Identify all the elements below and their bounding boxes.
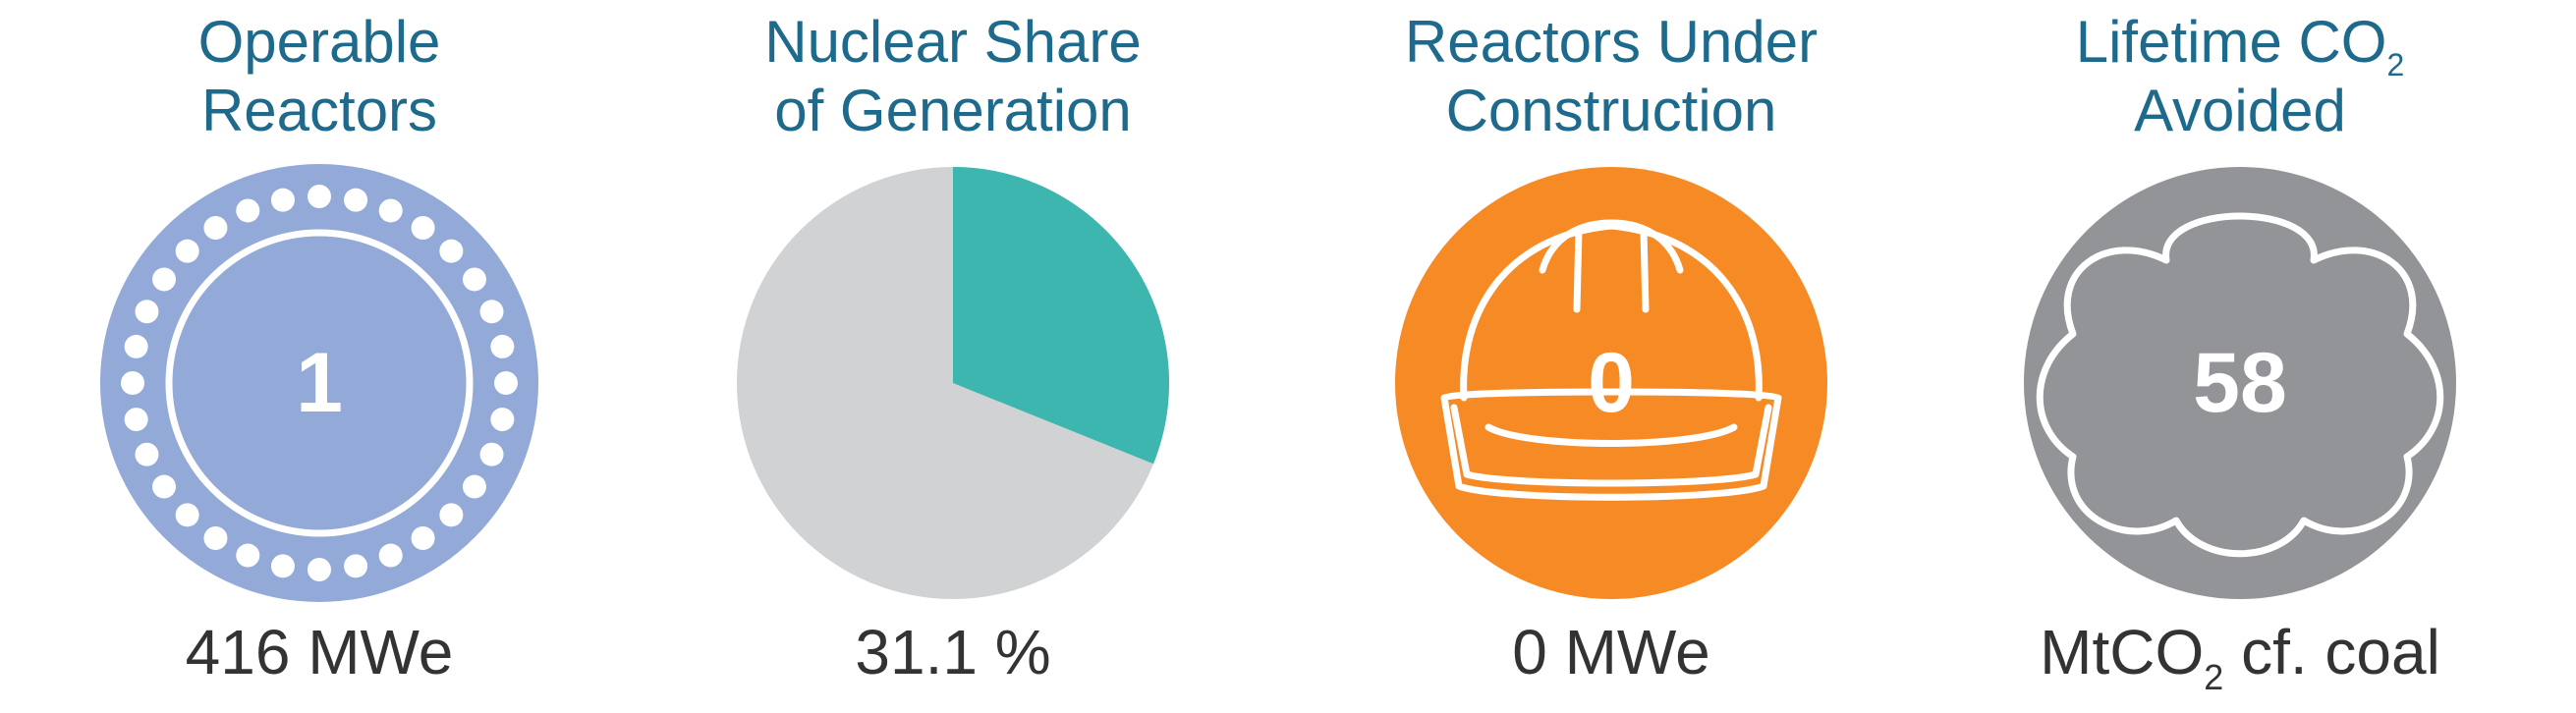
reactor-dot — [490, 408, 515, 432]
reactor-dot — [494, 371, 518, 395]
nuclear-share-title-line2: of Generation — [774, 78, 1132, 143]
reactor-dot — [124, 408, 148, 432]
co2-avoided-card: Lifetime CO2 Avoided 58 MtCO2 cf. coal — [1926, 0, 2554, 713]
construction-count: 0 — [1588, 336, 1635, 430]
operable-reactors-capacity: 416 MWe — [185, 617, 454, 687]
co2-caption: MtCO2 cf. coal — [1926, 615, 2554, 695]
construction-card: Reactors Under Construction 0 0 MWe — [1297, 0, 1926, 713]
co2-circle — [2024, 167, 2456, 599]
co2-title: Lifetime CO2 Avoided — [1926, 8, 2554, 145]
co2-caption-suffix: cf. coal — [2223, 617, 2440, 687]
reactor-dot — [378, 543, 403, 568]
reactor-dot — [135, 442, 159, 466]
reactor-dot — [462, 267, 486, 292]
operable-reactors-title: Operable Reactors — [5, 8, 634, 145]
reactor-dot — [479, 300, 504, 324]
reactor-dot — [439, 239, 464, 263]
reactor-dot — [411, 216, 435, 241]
reactor-dot — [175, 239, 199, 263]
reactor-inner-ring — [165, 229, 474, 537]
reactor-dot — [152, 267, 177, 292]
reactor-dot — [121, 371, 144, 395]
co2-title-line1: Lifetime CO2 — [1926, 8, 2554, 81]
reactor-dot — [124, 334, 148, 358]
operable-reactors-title-line2: Reactors — [200, 78, 438, 143]
reactor-dot — [308, 558, 331, 581]
reactor-dot — [203, 525, 228, 550]
reactor-dot — [462, 474, 486, 499]
co2-caption-subscript: 2 — [2204, 657, 2224, 697]
reactor-outer-circle — [100, 164, 538, 602]
nuclear-share-pie — [732, 162, 1174, 604]
operable-reactors-count: 1 — [296, 336, 343, 430]
construction-capacity: 0 MWe — [1512, 617, 1710, 687]
reactor-dot — [378, 198, 403, 223]
reactor-dot — [175, 503, 199, 527]
reactor-dot — [135, 300, 159, 324]
reactor-dot — [344, 188, 368, 212]
reactor-dot — [203, 216, 228, 241]
co2-title-subscript: 2 — [2386, 47, 2405, 82]
hard-hat-icon — [1390, 162, 1832, 604]
reactor-dot — [344, 554, 368, 578]
reactor-dot — [236, 198, 260, 223]
nuclear-share-card: Nuclear Share of Generation 31.1 % — [639, 0, 1267, 713]
reactor-dot — [411, 525, 435, 550]
pie-slice-nuclear — [953, 167, 1170, 465]
nuclear-share-value: 31.1 % — [855, 617, 1051, 687]
reactor-dot — [308, 185, 331, 208]
construction-title: Reactors Under Construction — [1297, 8, 1926, 145]
reactor-core-icon — [98, 162, 540, 604]
construction-title-line2: Construction — [1445, 78, 1777, 143]
reactor-dot — [479, 442, 504, 466]
co2-value: 58 — [2193, 336, 2287, 430]
reactor-dot — [490, 334, 515, 358]
reactor-dot — [236, 543, 260, 568]
operable-reactors-title-line1: Operable — [197, 9, 441, 75]
co2-caption-text: MtCO — [2040, 617, 2205, 687]
reactor-dot — [270, 188, 295, 212]
nuclear-share-title-line1: Nuclear Share — [764, 9, 1142, 75]
cloud-icon — [2019, 162, 2461, 604]
nuclear-share-title: Nuclear Share of Generation — [639, 8, 1267, 145]
co2-title-line2: Avoided — [2134, 78, 2346, 143]
reactor-dot — [439, 503, 464, 527]
construction-title-line1: Reactors Under — [1404, 9, 1819, 75]
reactor-dot — [152, 474, 177, 499]
co2-title-text: Lifetime CO — [2075, 9, 2387, 75]
operable-reactors-card: Operable Reactors 1 416 MWe — [5, 0, 634, 713]
reactor-dot — [270, 554, 295, 578]
